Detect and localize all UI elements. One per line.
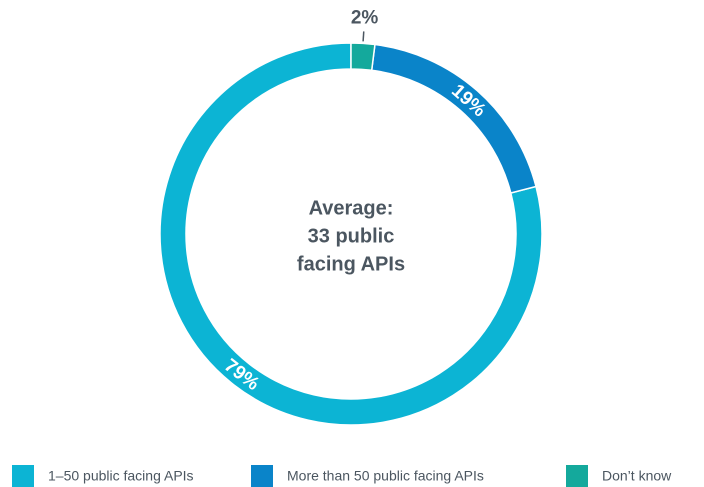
legend-label: 1–50 public facing APIs	[48, 468, 194, 484]
legend-swatch	[12, 465, 34, 487]
center-label: facing APIs	[297, 253, 405, 275]
legend-swatch	[251, 465, 273, 487]
leader-line	[362, 31, 365, 42]
donut-segment	[350, 42, 376, 72]
center-label: Average:	[309, 197, 394, 219]
donut-segment	[159, 42, 543, 426]
legend-label: More than 50 public facing APIs	[287, 468, 484, 484]
legend-label: Don’t know	[602, 468, 672, 484]
legend-swatch	[566, 465, 588, 487]
center-label: 33 public	[308, 225, 395, 247]
value-label: 2%	[351, 7, 379, 28]
donut-segment	[370, 43, 537, 194]
